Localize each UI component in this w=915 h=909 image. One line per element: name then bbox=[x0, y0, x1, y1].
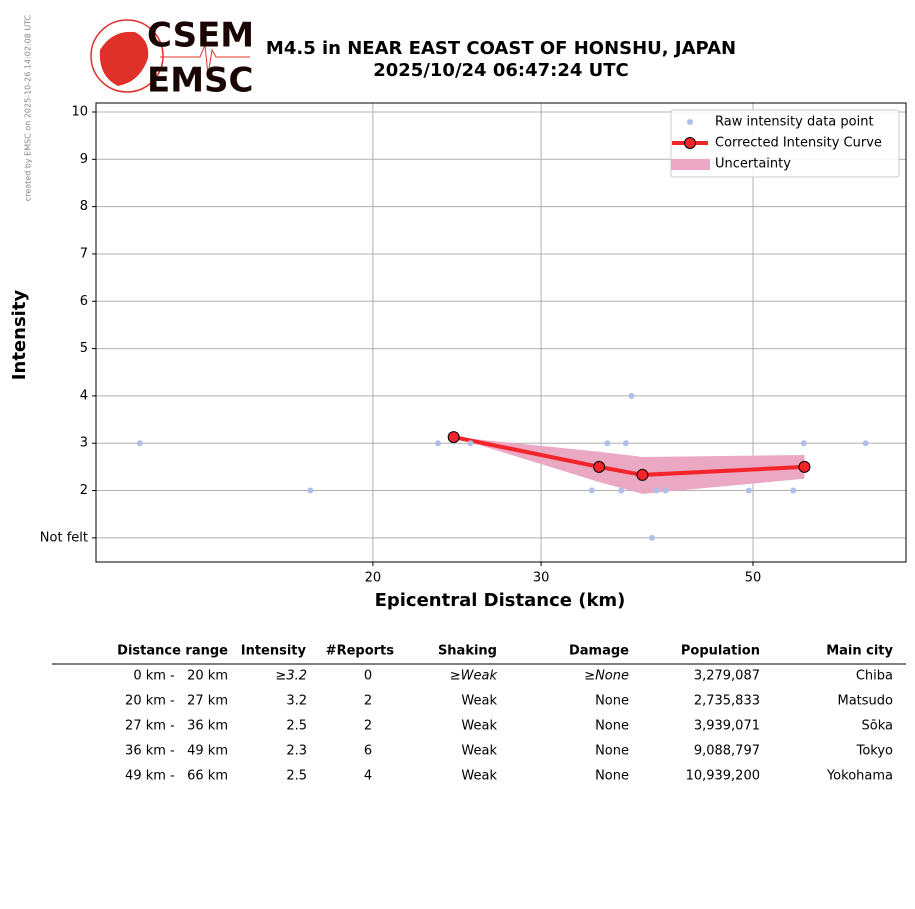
curve-marker bbox=[447, 431, 460, 444]
table-header: Damage bbox=[569, 644, 629, 659]
data-point bbox=[649, 534, 656, 541]
y-tick-label: 8 bbox=[80, 199, 88, 214]
data-point bbox=[628, 392, 635, 399]
plot-frame bbox=[95, 102, 907, 563]
table-cell: 36 km - 49 km bbox=[125, 744, 228, 759]
data-point bbox=[618, 487, 625, 494]
table-cell: 2.5 bbox=[286, 719, 307, 734]
data-point bbox=[588, 487, 595, 494]
table-cell: 4 bbox=[364, 769, 372, 784]
data-point bbox=[622, 440, 629, 447]
data-point bbox=[653, 487, 660, 494]
table-cell: None bbox=[595, 694, 629, 709]
table-cell: 10,939,200 bbox=[686, 769, 760, 784]
table-cell: ≥Weak bbox=[450, 669, 498, 684]
table-cell: Weak bbox=[461, 694, 497, 709]
data-point bbox=[790, 487, 797, 494]
table-cell: 0 bbox=[364, 669, 372, 684]
x-tick-label: 20 bbox=[365, 571, 382, 586]
table-cell: 2 bbox=[364, 694, 372, 709]
table-header: Intensity bbox=[241, 644, 307, 659]
legend-marker bbox=[671, 159, 710, 170]
x-tick-label: 30 bbox=[533, 571, 550, 586]
table-header: #Reports bbox=[326, 644, 395, 659]
legend-marker bbox=[684, 137, 696, 149]
data-point bbox=[745, 487, 752, 494]
chart-title: M4.5 in NEAR EAST COAST OF HONSHU, JAPAN bbox=[266, 38, 736, 59]
table-cell: Tokyo bbox=[856, 744, 893, 759]
table-cell: 2,735,833 bbox=[694, 694, 760, 709]
data-point bbox=[435, 440, 442, 447]
logo-text: CSEM bbox=[147, 16, 254, 56]
y-tick-label: 3 bbox=[80, 436, 88, 451]
table-cell: 9,088,797 bbox=[694, 744, 760, 759]
table-cell: Chiba bbox=[856, 669, 893, 684]
table-cell: 2.3 bbox=[286, 744, 307, 759]
table-header: Distance range bbox=[117, 644, 228, 659]
table-cell: Yokohama bbox=[826, 769, 893, 784]
table-header: Main city bbox=[826, 644, 893, 659]
table-cell: 27 km - 36 km bbox=[125, 719, 228, 734]
table-cell: 3.2 bbox=[286, 694, 307, 709]
data-point bbox=[307, 487, 314, 494]
x-axis-label: Epicentral Distance (km) bbox=[375, 590, 626, 611]
chart-subtitle: 2025/10/24 06:47:24 UTC bbox=[373, 60, 629, 81]
legend-box bbox=[670, 109, 900, 178]
table-cell: Matsudo bbox=[838, 694, 894, 709]
curve-marker bbox=[798, 460, 811, 473]
data-point bbox=[604, 440, 611, 447]
table-cell: 2.5 bbox=[286, 769, 307, 784]
table-cell: Weak bbox=[461, 744, 497, 759]
table-cell: 0 km - 20 km bbox=[133, 669, 228, 684]
y-tick-label: 5 bbox=[80, 341, 88, 356]
y-tick-label: 2 bbox=[80, 483, 88, 498]
data-point bbox=[662, 487, 669, 494]
y-tick-label: Not felt bbox=[40, 530, 88, 545]
credit: created by EMSC on 2025-10-26 14:02:08 U… bbox=[24, 14, 33, 201]
table-cell: Sōka bbox=[862, 719, 893, 734]
data-point bbox=[862, 440, 869, 447]
legend-label: Corrected Intensity Curve bbox=[715, 136, 882, 151]
table-cell: None bbox=[595, 744, 629, 759]
table-header: Population bbox=[681, 644, 760, 659]
y-tick-label: 6 bbox=[80, 294, 88, 309]
legend-label: Raw intensity data point bbox=[715, 115, 874, 130]
table-cell: ≥None bbox=[584, 669, 629, 684]
logo-text: EMSC bbox=[147, 61, 254, 101]
table-cell: None bbox=[595, 769, 629, 784]
table-cell: 2 bbox=[364, 719, 372, 734]
curve-line bbox=[453, 435, 805, 477]
table-cell: None bbox=[595, 719, 629, 734]
legend-marker bbox=[687, 119, 693, 125]
table-cell: 49 km - 66 km bbox=[125, 769, 228, 784]
uncertainty-band bbox=[453, 437, 805, 494]
data-point bbox=[136, 440, 143, 447]
table-cell: 3,279,087 bbox=[694, 669, 760, 684]
y-tick-label: 10 bbox=[71, 104, 88, 119]
y-tick-label: 4 bbox=[80, 388, 88, 403]
table-header: Shaking bbox=[438, 644, 497, 659]
y-tick-label: 7 bbox=[80, 246, 88, 261]
legend-label: Uncertainty bbox=[715, 157, 791, 172]
data-point bbox=[467, 440, 474, 447]
logo: CSEM EMSC bbox=[90, 16, 254, 101]
y-tick-label: 9 bbox=[80, 152, 88, 167]
table-cell: Weak bbox=[461, 769, 497, 784]
table-cell: Weak bbox=[461, 719, 497, 734]
data-point bbox=[800, 440, 807, 447]
x-tick-label: 50 bbox=[745, 571, 762, 586]
table-cell: 3,939,071 bbox=[694, 719, 760, 734]
table-cell: ≥3.2 bbox=[275, 669, 307, 684]
table-cell: 20 km - 27 km bbox=[125, 694, 228, 709]
table-cell: 6 bbox=[364, 744, 372, 759]
curve-marker bbox=[636, 468, 649, 481]
y-axis-label: Intensity bbox=[9, 290, 30, 381]
curve-marker bbox=[593, 460, 606, 473]
